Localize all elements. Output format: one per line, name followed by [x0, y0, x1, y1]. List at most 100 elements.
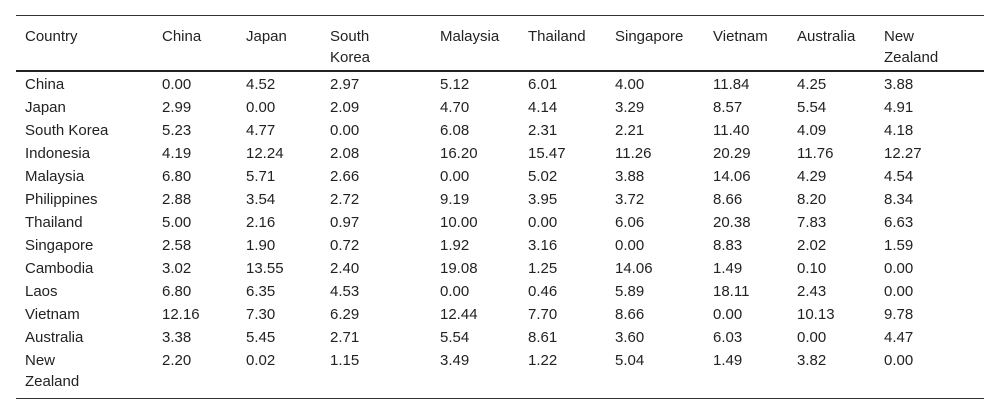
cell-text: 11.84	[713, 76, 750, 93]
cell-text: 5.12	[440, 76, 470, 93]
table-cell: 3.54	[237, 187, 321, 210]
table-cell: 6.06	[606, 210, 704, 233]
cell-text: 7.83	[797, 214, 827, 231]
table-cell: 11.76	[788, 141, 875, 164]
cell-text: 6.08	[440, 122, 470, 139]
table-cell: 1.25	[519, 256, 606, 279]
cell-text: New Zealand	[884, 28, 939, 66]
table-cell: 12.24	[237, 141, 321, 164]
table-cell: 1.59	[875, 233, 984, 256]
cell-text: 0.46	[528, 283, 558, 300]
cell-text: 3.95	[528, 191, 558, 208]
cell-text: 3.02	[162, 260, 192, 277]
table-cell: 0.00	[875, 348, 984, 399]
cell-text: 0.10	[797, 260, 827, 277]
table-cell: 6.01	[519, 71, 606, 95]
cell-text: Japan	[25, 99, 66, 116]
cell-text: Thailand	[528, 28, 586, 45]
cell-text: 3.88	[884, 76, 914, 93]
table-cell: 11.40	[704, 118, 788, 141]
table-cell: 4.52	[237, 71, 321, 95]
row-header: Indonesia	[16, 141, 153, 164]
column-header: Vietnam	[704, 15, 788, 72]
table-cell: 3.88	[875, 71, 984, 95]
cell-text: Malaysia	[25, 168, 85, 185]
table-cell: 8.57	[704, 95, 788, 118]
cell-text: 9.19	[440, 191, 470, 208]
table-cell: 8.83	[704, 233, 788, 256]
row-header: Laos	[16, 279, 153, 302]
table-cell: 2.21	[606, 118, 704, 141]
table-cell: 8.20	[788, 187, 875, 210]
row-header: Philippines	[16, 187, 153, 210]
cell-text: 0.72	[330, 237, 360, 254]
cell-text: 0.97	[330, 214, 360, 231]
data-table: Country China Japan South Korea Malaysia Thai…	[16, 15, 984, 399]
table-cell: 2.97	[321, 71, 431, 95]
table-cell: 2.20	[153, 348, 237, 399]
row-header: Japan	[16, 95, 153, 118]
table-cell: 5.45	[237, 325, 321, 348]
cell-text: 5.45	[246, 329, 276, 346]
cell-text: 1.92	[440, 237, 470, 254]
table-cell: 4.00	[606, 71, 704, 95]
row-header: South Korea	[16, 118, 153, 141]
cell-text: 13.55	[246, 260, 284, 277]
table-cell: 6.08	[431, 118, 519, 141]
table-cell: 5.00	[153, 210, 237, 233]
table-cell: 11.26	[606, 141, 704, 164]
cell-text: Cambodia	[25, 260, 94, 277]
cell-text: 15.47	[528, 145, 566, 162]
cell-text: 1.90	[246, 237, 276, 254]
table-cell: 4.25	[788, 71, 875, 95]
table-cell: 2.08	[321, 141, 431, 164]
cell-text: 6.03	[713, 329, 743, 346]
table-cell: 0.00	[704, 302, 788, 325]
cell-text: 4.09	[797, 122, 827, 139]
cell-text: 0.00	[330, 122, 360, 139]
table-header: Country China Japan South Korea Malaysia Thai…	[16, 15, 984, 72]
cell-text: 1.49	[713, 352, 743, 369]
cell-text: 3.38	[162, 329, 192, 346]
table-row: Philippines 2.88 3.54 2.72 9.19 3.95 3.72 8.66 8…	[16, 187, 984, 210]
cell-text: 8.20	[797, 191, 827, 208]
table-cell: 4.09	[788, 118, 875, 141]
cell-text: 2.31	[528, 122, 558, 139]
cell-text: 5.54	[440, 329, 470, 346]
table-cell: 4.54	[875, 164, 984, 187]
table-cell: 0.00	[875, 279, 984, 302]
cell-text: 5.04	[615, 352, 645, 369]
table-cell: 12.44	[431, 302, 519, 325]
table-cell: 0.46	[519, 279, 606, 302]
cell-text: 1.15	[330, 352, 360, 369]
table-cell: 2.40	[321, 256, 431, 279]
cell-text: 4.77	[246, 122, 276, 139]
cell-text: 0.00	[797, 329, 827, 346]
table-cell: 1.90	[237, 233, 321, 256]
cell-text: Country	[25, 28, 78, 45]
cell-text: 12.44	[440, 306, 478, 323]
cell-text: 2.08	[330, 145, 360, 162]
cell-text: 1.25	[528, 260, 558, 277]
cell-text: 9.78	[884, 306, 914, 323]
table-cell: 1.15	[321, 348, 431, 399]
table-cell: 4.18	[875, 118, 984, 141]
table-cell: 0.00	[519, 210, 606, 233]
cell-text: 5.23	[162, 122, 192, 139]
cell-text: 4.14	[528, 99, 558, 116]
cell-text: 6.80	[162, 168, 192, 185]
table-cell: 2.09	[321, 95, 431, 118]
cell-text: 2.20	[162, 352, 192, 369]
cell-text: 5.00	[162, 214, 192, 231]
cell-text: Malaysia	[440, 28, 500, 45]
cell-text: 12.24	[246, 145, 284, 162]
column-header: Country	[16, 15, 153, 72]
cell-text: 2.71	[330, 329, 360, 346]
row-header: Malaysia	[16, 164, 153, 187]
cell-text: 6.35	[246, 283, 276, 300]
cell-text: 3.49	[440, 352, 470, 369]
cell-text: 6.80	[162, 283, 192, 300]
table-cell: 8.66	[606, 302, 704, 325]
table-cell: 20.38	[704, 210, 788, 233]
cell-text: 4.29	[797, 168, 827, 185]
